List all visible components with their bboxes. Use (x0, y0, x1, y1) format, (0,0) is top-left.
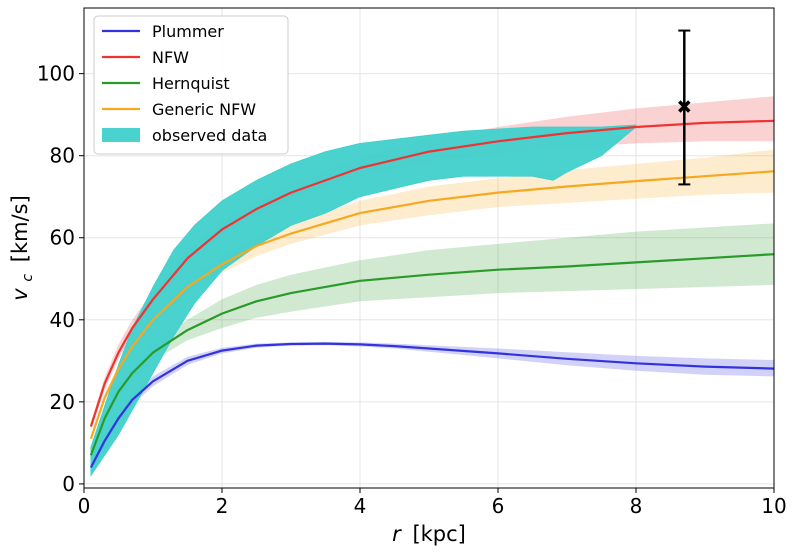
x-tick-label: 8 (630, 494, 643, 518)
generic-nfw-line (89, 170, 775, 440)
y-tick-label: 80 (50, 144, 75, 168)
x-tick-label: 2 (216, 494, 229, 518)
plot-frame (83, 7, 775, 489)
y-tick-label: 100 (37, 62, 75, 86)
legend-label-nfw: NFW (152, 48, 189, 67)
legend-swatch-observed-data (102, 128, 140, 142)
hernquist-uncertainty-band (90, 223, 774, 458)
error-bar-point (678, 29, 691, 186)
y-tick-label: 40 (50, 308, 75, 332)
y-tick-label: 0 (62, 472, 75, 496)
hernquist-line (89, 253, 775, 456)
legend-label-plummer: Plummer (152, 22, 224, 41)
y-tick-label: 20 (50, 390, 75, 414)
model-bands (90, 96, 774, 470)
y-axis-label: v c [km/s] (8, 195, 37, 301)
nfw-uncertainty-band (90, 96, 774, 431)
plummer-line (89, 342, 775, 469)
legend-label-hernquist: Hernquist (152, 74, 230, 93)
error-bar-marker (678, 100, 691, 113)
legend-label-observed-data: observed data (152, 126, 267, 145)
y-tick-label: 60 (50, 226, 75, 250)
legend-label-generic-nfw: Generic NFW (152, 100, 256, 119)
x-axis-label: r [kpc] (392, 522, 466, 546)
x-tick-label: 6 (492, 494, 505, 518)
legend: Plummer NFW Hernquist Generic NFW observed d… (93, 15, 289, 155)
generic-nfw-uncertainty-band (90, 149, 774, 441)
x-tick-label: 0 (78, 494, 91, 518)
model-lines (89, 119, 775, 469)
nfw-line (89, 119, 775, 427)
x-tick-label: 4 (354, 494, 367, 518)
x-tick-label: 10 (761, 494, 786, 518)
